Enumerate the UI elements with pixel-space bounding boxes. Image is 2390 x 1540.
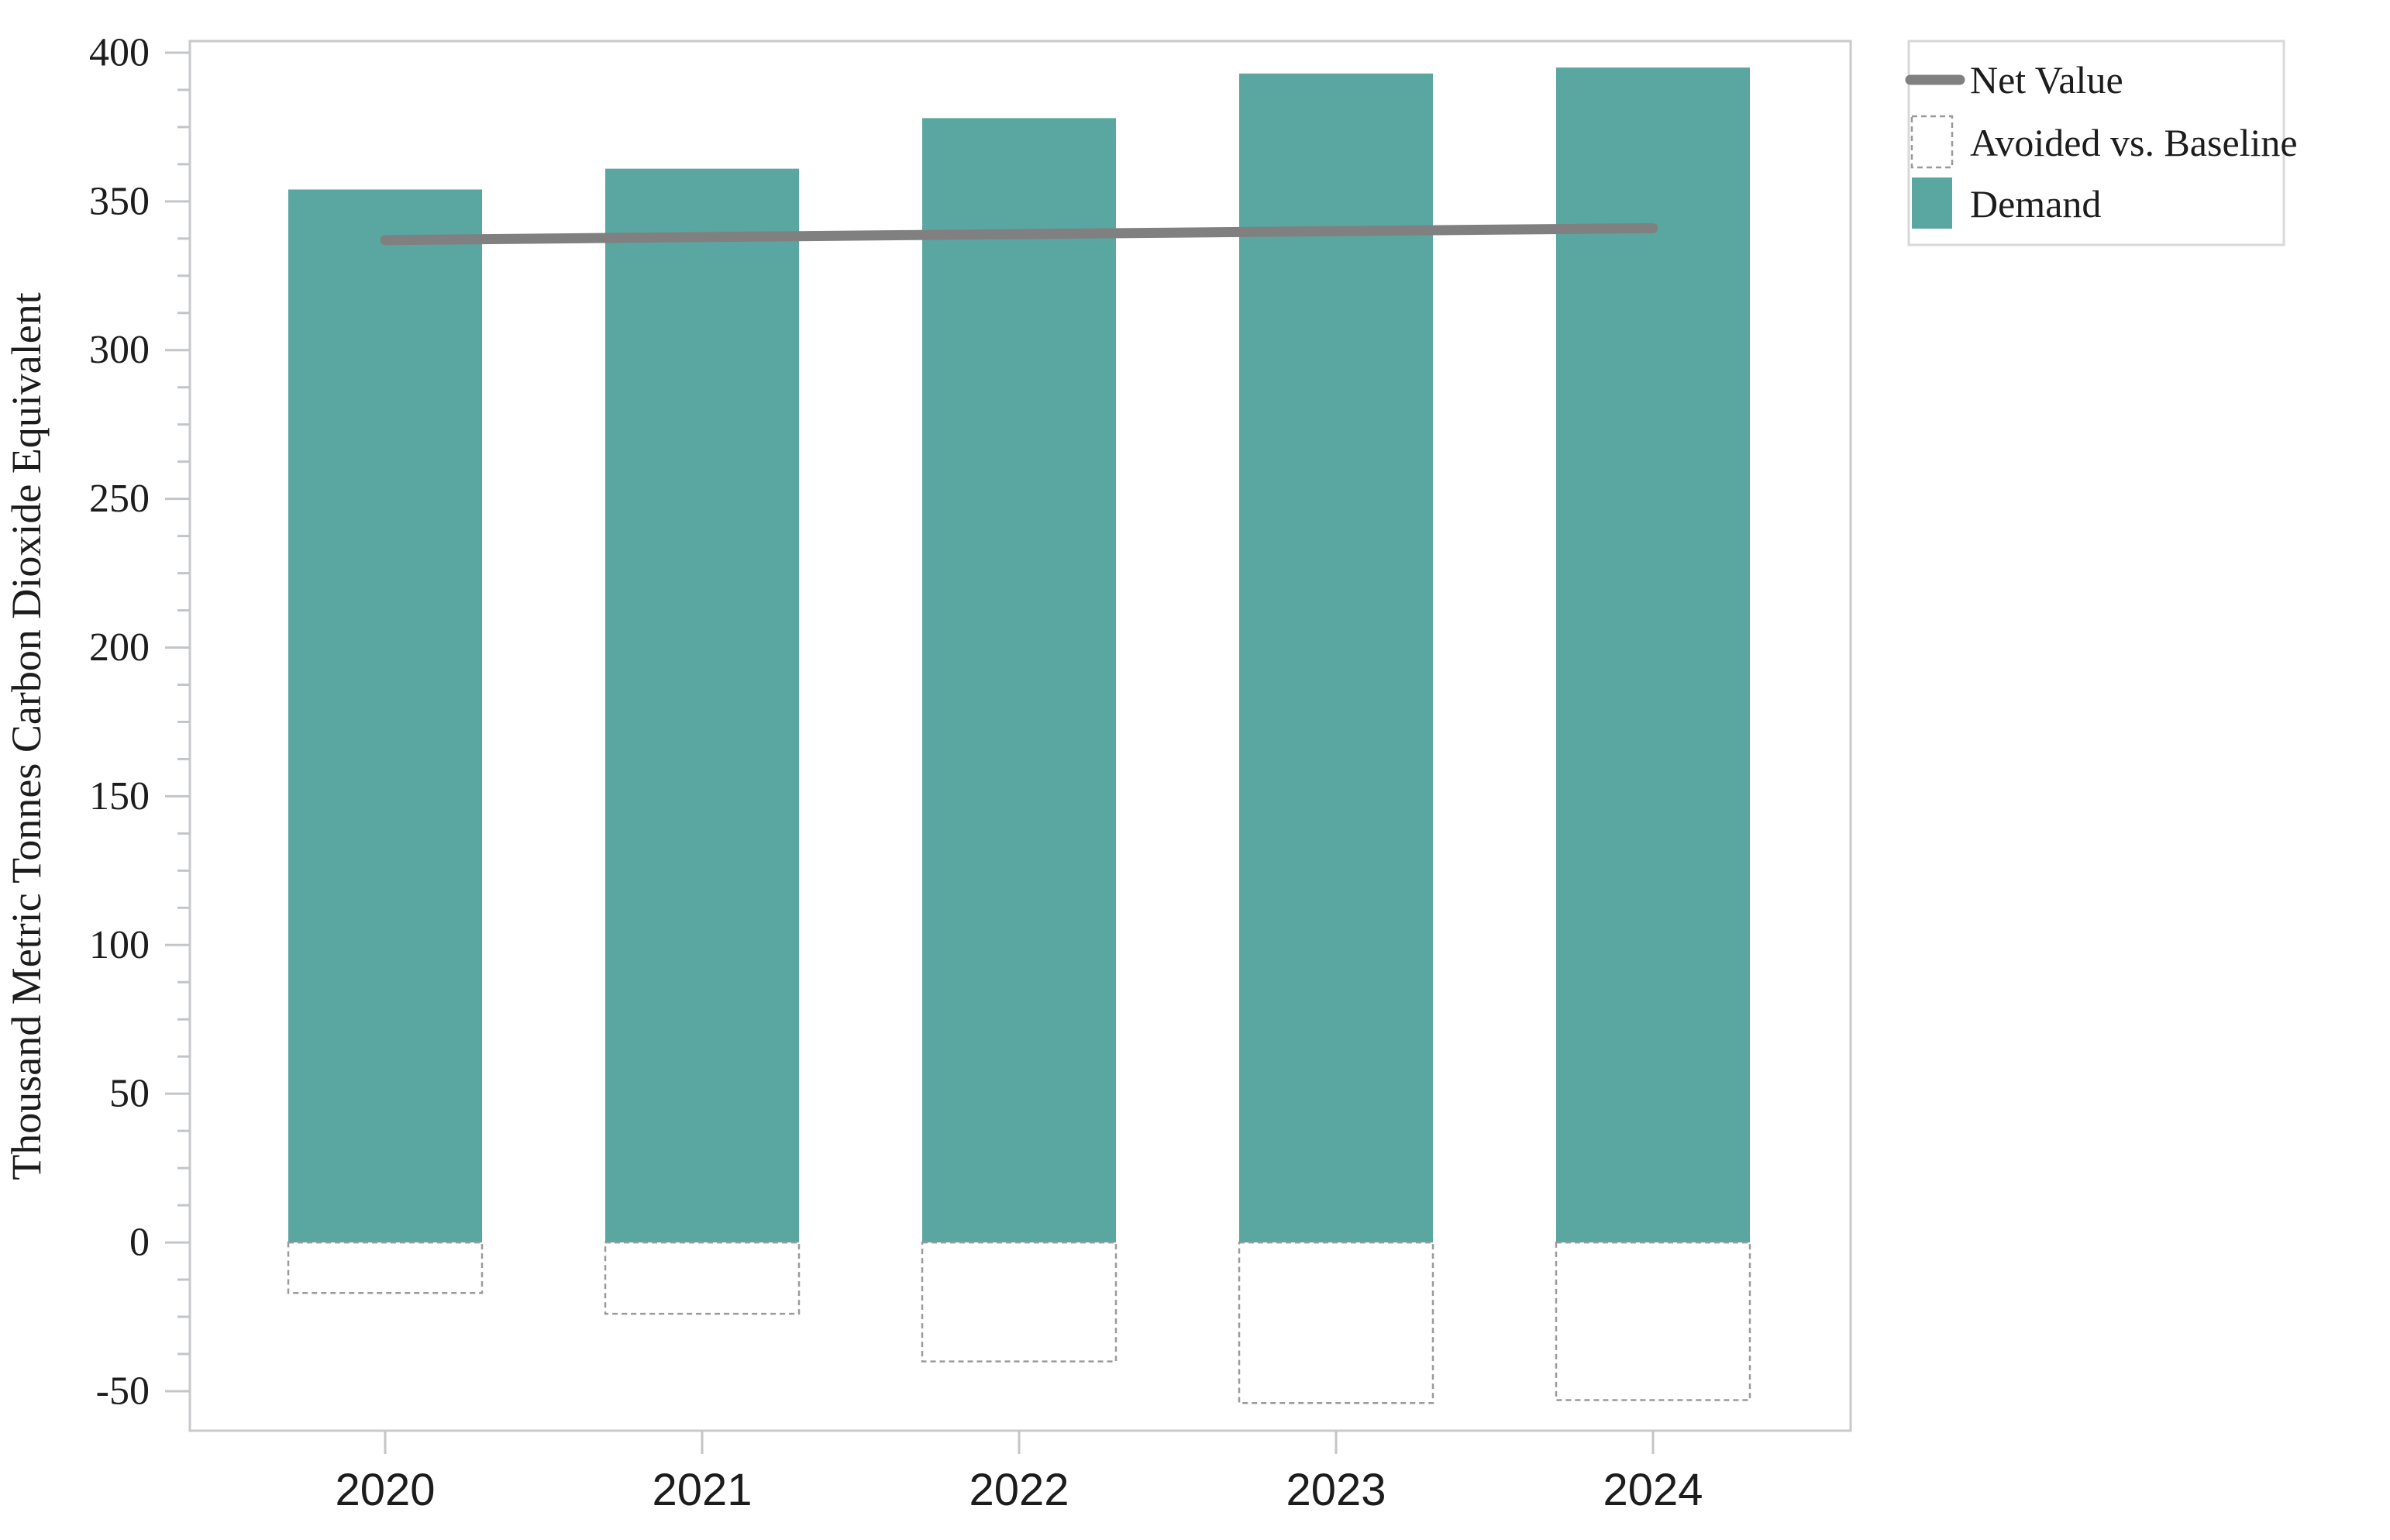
avoided-baseline-swatch-icon: [1910, 115, 1954, 169]
avoided-baseline-bars: [287, 1241, 1751, 1404]
legend-label-demand: Demand: [1970, 182, 2101, 226]
y-tick-label: 200: [89, 625, 150, 670]
x-tick-label: 2023: [1286, 1465, 1386, 1515]
y-axis-tick-labels: 400 350 300 250 200 150 100 50 0 -50: [89, 30, 150, 1413]
legend-label-net-value: Net Value: [1970, 58, 2123, 102]
y-tick-label: 0: [129, 1221, 150, 1265]
demand-bars: [288, 67, 1750, 1243]
x-axis-ticks: [384, 1431, 1655, 1454]
demand-bar: [1556, 67, 1750, 1243]
demand-bar: [922, 118, 1116, 1243]
net-value-polyline: [380, 222, 1658, 246]
y-axis-ticks: [165, 51, 190, 1393]
legend-label-avoided-baseline: Avoided vs. Baseline: [1970, 121, 2298, 164]
y-tick-label: 100: [89, 923, 150, 967]
y-tick-label: 300: [89, 328, 150, 372]
y-tick-label: 350: [89, 179, 150, 223]
y-tick-label: 50: [109, 1072, 150, 1116]
x-axis-tick-labels: 2020 2021 2022 2023 2024: [335, 1465, 1703, 1515]
demand-swatch-icon: [1912, 177, 1952, 229]
avoided-baseline-bar: [604, 1241, 801, 1315]
x-tick-label: 2020: [335, 1465, 435, 1515]
avoided-baseline-bar: [287, 1241, 484, 1294]
avoided-baseline-bar: [1238, 1241, 1434, 1404]
y-tick-label: 150: [89, 774, 150, 818]
y-axis-title: Thousand Metric Tonnes Carbon Dioxide Eq…: [3, 292, 50, 1180]
avoided-baseline-bar: [1555, 1241, 1751, 1401]
y-tick-label: 250: [89, 477, 150, 521]
x-tick-label: 2024: [1603, 1465, 1703, 1515]
demand-bar: [288, 189, 482, 1243]
demand-bar: [605, 168, 799, 1243]
net-value-line: [380, 222, 1658, 246]
y-tick-label: -50: [96, 1369, 150, 1413]
x-tick-label: 2022: [969, 1465, 1069, 1515]
legend-box: [1907, 40, 2285, 246]
avoided-baseline-bar: [921, 1241, 1118, 1363]
legend: Net Value Avoided vs. Baseline Demand: [1905, 40, 2298, 246]
x-tick-label: 2021: [652, 1465, 752, 1515]
y-tick-label: 400: [89, 30, 150, 74]
demand-bar: [1239, 73, 1433, 1243]
